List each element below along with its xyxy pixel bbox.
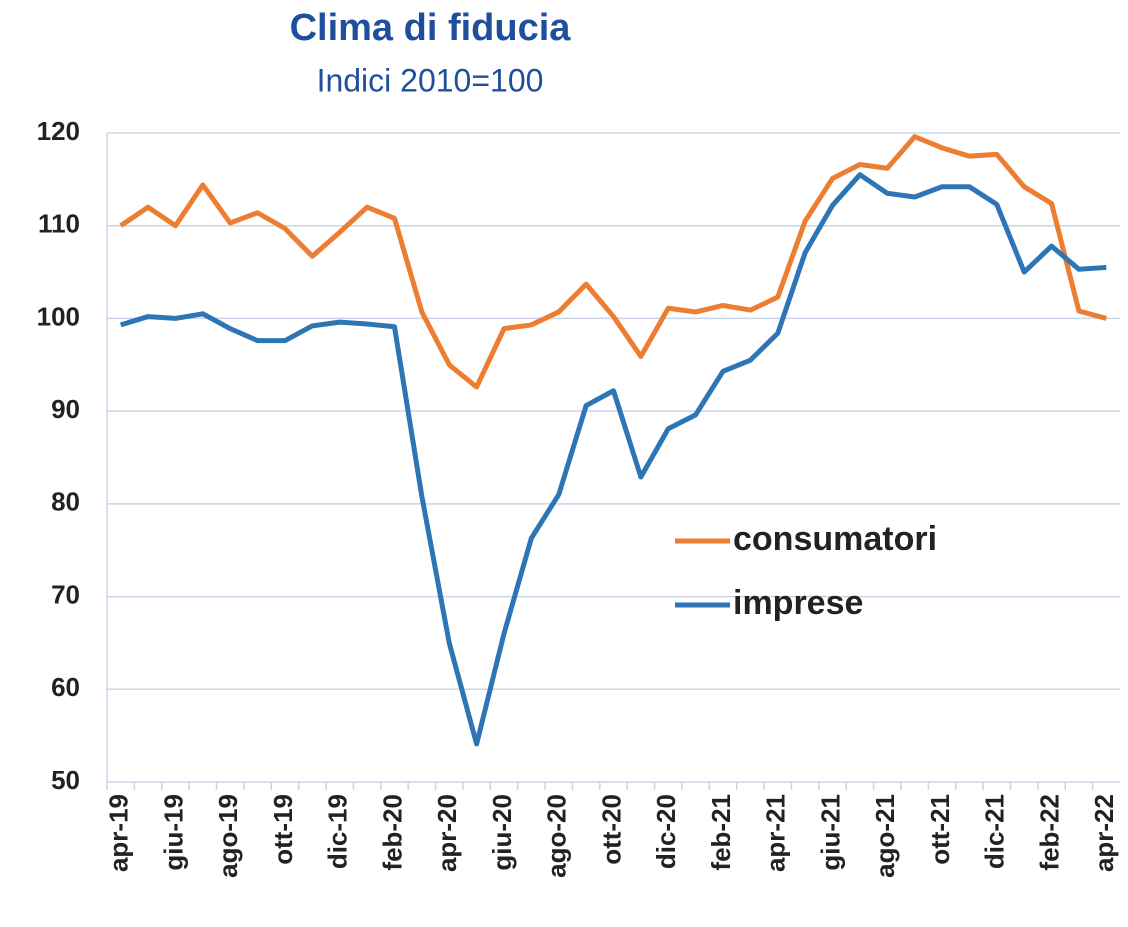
x-tick-label: apr-21 — [761, 794, 791, 872]
chart-subtitle: Indici 2010=100 — [317, 62, 544, 98]
x-tick-label: giu-19 — [158, 794, 188, 871]
y-tick-label: 50 — [51, 765, 80, 795]
x-tick-label: ago-20 — [542, 794, 572, 878]
y-tick-label: 70 — [51, 579, 80, 609]
y-tick-label: 60 — [51, 672, 80, 702]
x-tick-label: ago-21 — [870, 794, 900, 878]
y-tick-label: 110 — [38, 209, 80, 239]
y-tick-label: 120 — [37, 116, 80, 146]
series-line — [119, 134, 1107, 390]
x-tick-label: dic-21 — [980, 794, 1010, 869]
x-tick-label: giu-20 — [487, 794, 517, 871]
x-tick-label: ott-19 — [268, 794, 298, 865]
x-tick-label: apr-19 — [104, 794, 134, 872]
legend-label: consumatori — [733, 520, 937, 558]
x-tick-label: feb-20 — [377, 794, 407, 871]
x-tick-label: giu-21 — [815, 794, 845, 871]
legend-label: imprese — [733, 584, 863, 622]
x-tick-label: feb-22 — [1034, 794, 1064, 871]
x-tick-label: ago-19 — [213, 794, 243, 878]
x-tick-label: dic-20 — [651, 794, 681, 869]
chart-title: Clima di fiducia — [290, 7, 572, 49]
x-tick-label: apr-22 — [1089, 794, 1119, 872]
y-tick-label: 80 — [51, 487, 80, 517]
x-tick-label: apr-20 — [432, 794, 462, 872]
x-tick-label: feb-21 — [706, 794, 736, 871]
y-tick-label: 100 — [37, 301, 80, 331]
x-tick-label: ott-21 — [925, 794, 955, 865]
x-tick-label: ott-20 — [596, 794, 626, 865]
x-tick-label: dic-19 — [323, 794, 353, 869]
y-tick-label: 90 — [51, 394, 80, 424]
series-line — [119, 172, 1107, 747]
